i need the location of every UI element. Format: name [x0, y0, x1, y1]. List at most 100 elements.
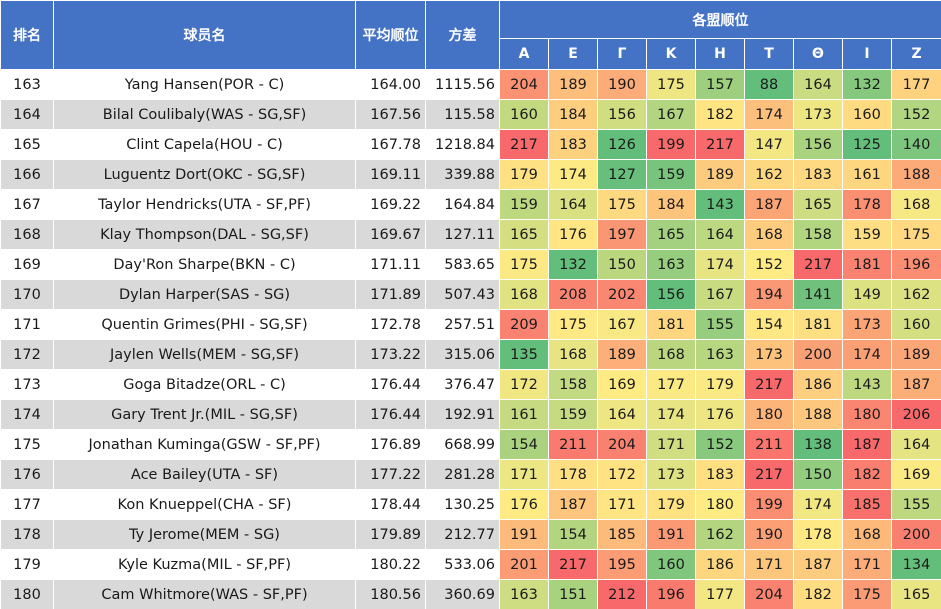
header-league[interactable]: T [744, 38, 794, 70]
player-name-cell: Goga Bitadze(ORL - C) [53, 369, 356, 400]
league-rank-cell: 191 [646, 519, 696, 550]
table-row[interactable]: 170 Dylan Harper(SAS - SG) 171.89 507.43 168… [0, 279, 941, 310]
header-league[interactable]: Γ [597, 38, 647, 70]
league-rank-cell: 164 [890, 429, 941, 460]
league-rank-cell: 154 [499, 429, 549, 460]
league-rank-cell: 162 [744, 159, 794, 190]
player-name-cell: Ty Jerome(MEM - SG) [53, 519, 356, 550]
league-rank-cell: 180 [842, 399, 892, 430]
variance-cell: 130.25 [425, 489, 500, 520]
variance-cell: 507.43 [425, 279, 500, 310]
table-row[interactable]: 171 Quentin Grimes(PHI - SG,SF) 172.78 257.… [0, 309, 941, 340]
table-row[interactable]: 179 Kyle Kuzma(MIL - SF,PF) 180.22 533.06 20… [0, 549, 941, 580]
variance-cell: 164.84 [425, 189, 500, 220]
avg-rank-cell: 169.11 [355, 159, 426, 190]
table-row[interactable]: 167 Taylor Hendricks(UTA - SF,PF) 169.22 16… [0, 189, 941, 220]
variance-cell: 315.06 [425, 339, 500, 370]
league-rank-cell: 191 [499, 519, 549, 550]
avg-rank-cell: 177.22 [355, 459, 426, 490]
league-rank-cell: 168 [499, 279, 549, 310]
player-name-cell: Kyle Kuzma(MIL - SF,PF) [53, 549, 356, 580]
league-rank-cell: 200 [793, 339, 843, 370]
table-row[interactable]: 180 Cam Whitmore(WAS - SF,PF) 180.56 360.69… [0, 579, 941, 609]
league-rank-cell: 186 [793, 369, 843, 400]
table-row[interactable]: 172 Jaylen Wells(MEM - SG,SF) 173.22 315.06… [0, 339, 941, 370]
table-row[interactable]: 176 Ace Bailey(UTA - SF) 177.22 281.28 171 17… [0, 459, 941, 490]
table-row[interactable]: 174 Gary Trent Jr.(MIL - SG,SF) 176.44 192.… [0, 399, 941, 430]
player-name-cell: Clint Capela(HOU - C) [53, 129, 356, 160]
avg-rank-cell: 171.11 [355, 249, 426, 280]
league-rank-cell: 159 [646, 159, 696, 190]
league-rank-cell: 187 [793, 549, 843, 580]
league-rank-cell: 181 [646, 309, 696, 340]
league-rank-cell: 171 [842, 549, 892, 580]
league-rank-cell: 156 [646, 279, 696, 310]
table-row[interactable]: 173 Goga Bitadze(ORL - C) 176.44 376.47 172 1… [0, 369, 941, 400]
header-league[interactable]: Θ [793, 38, 843, 70]
header-rank[interactable]: 排名 [0, 0, 54, 70]
variance-cell: 212.77 [425, 519, 500, 550]
league-rank-cell: 206 [890, 399, 941, 430]
league-rank-cell: 183 [695, 459, 745, 490]
league-rank-cell: 204 [744, 579, 794, 609]
league-rank-cell: 155 [695, 309, 745, 340]
league-rank-cell: 165 [646, 219, 696, 250]
player-name-cell: Jonathan Kuminga(GSW - SF,PF) [53, 429, 356, 460]
avg-rank-cell: 179.89 [355, 519, 426, 550]
rank-cell: 170 [0, 279, 54, 310]
league-rank-cell: 173 [793, 99, 843, 130]
league-rank-cell: 156 [793, 129, 843, 160]
league-rank-cell: 149 [842, 279, 892, 310]
league-rank-cell: 189 [695, 159, 745, 190]
league-rank-cell: 199 [744, 489, 794, 520]
rank-cell: 180 [0, 579, 54, 609]
league-rank-cell: 173 [842, 309, 892, 340]
table-row[interactable]: 178 Ty Jerome(MEM - SG) 179.89 212.77 191 154… [0, 519, 941, 550]
league-rank-cell: 150 [793, 459, 843, 490]
league-rank-cell: 200 [890, 519, 941, 550]
league-rank-cell: 176 [548, 219, 598, 250]
header-league[interactable]: Z [890, 38, 941, 70]
table-row[interactable]: 168 Klay Thompson(DAL - SG,SF) 169.67 127.1… [0, 219, 941, 250]
league-rank-cell: 176 [499, 489, 549, 520]
league-rank-cell: 173 [744, 339, 794, 370]
league-rank-cell: 181 [793, 309, 843, 340]
league-rank-cell: 177 [890, 69, 941, 100]
avg-rank-cell: 178.44 [355, 489, 426, 520]
header-avg-rank[interactable]: 平均顺位 [355, 0, 426, 70]
league-rank-cell: 184 [646, 189, 696, 220]
table-row[interactable]: 164 Bilal Coulibaly(WAS - SG,SF) 167.56 115… [0, 99, 941, 130]
header-variance[interactable]: 方差 [425, 0, 500, 70]
league-rank-cell: 174 [646, 399, 696, 430]
table-row[interactable]: 166 Luguentz Dort(OKC - SG,SF) 169.11 339.8… [0, 159, 941, 190]
rank-cell: 172 [0, 339, 54, 370]
league-rank-cell: 161 [499, 399, 549, 430]
league-rank-cell: 88 [744, 69, 794, 100]
header-league[interactable]: I [842, 38, 892, 70]
header-league[interactable]: E [548, 38, 598, 70]
league-rank-cell: 204 [597, 429, 647, 460]
avg-rank-cell: 180.22 [355, 549, 426, 580]
league-rank-cell: 160 [499, 99, 549, 130]
league-rank-cell: 134 [890, 549, 941, 580]
header-league[interactable]: K [646, 38, 696, 70]
league-rank-cell: 201 [499, 549, 549, 580]
league-rank-cell: 158 [793, 219, 843, 250]
table-row[interactable]: 175 Jonathan Kuminga(GSW - SF,PF) 176.89 66… [0, 429, 941, 460]
league-rank-cell: 172 [597, 459, 647, 490]
league-rank-cell: 190 [597, 69, 647, 100]
table-row[interactable]: 163 Yang Hansen(POR - C) 164.00 1115.56 204 1… [0, 69, 941, 100]
rank-cell: 164 [0, 99, 54, 130]
table-row[interactable]: 169 Day'Ron Sharpe(BKN - C) 171.11 583.65 17… [0, 249, 941, 280]
header-league[interactable]: A [499, 38, 549, 70]
header-league[interactable]: H [695, 38, 745, 70]
header-player[interactable]: 球员名 [53, 0, 356, 70]
table-row[interactable]: 177 Kon Knueppel(CHA - SF) 178.44 130.25 176… [0, 489, 941, 520]
league-rank-cell: 183 [793, 159, 843, 190]
table-row[interactable]: 165 Clint Capela(HOU - C) 167.78 1218.84 217… [0, 129, 941, 160]
league-rank-cell: 178 [548, 459, 598, 490]
league-rank-cell: 217 [793, 249, 843, 280]
league-rank-cell: 181 [842, 249, 892, 280]
league-rank-cell: 180 [744, 399, 794, 430]
